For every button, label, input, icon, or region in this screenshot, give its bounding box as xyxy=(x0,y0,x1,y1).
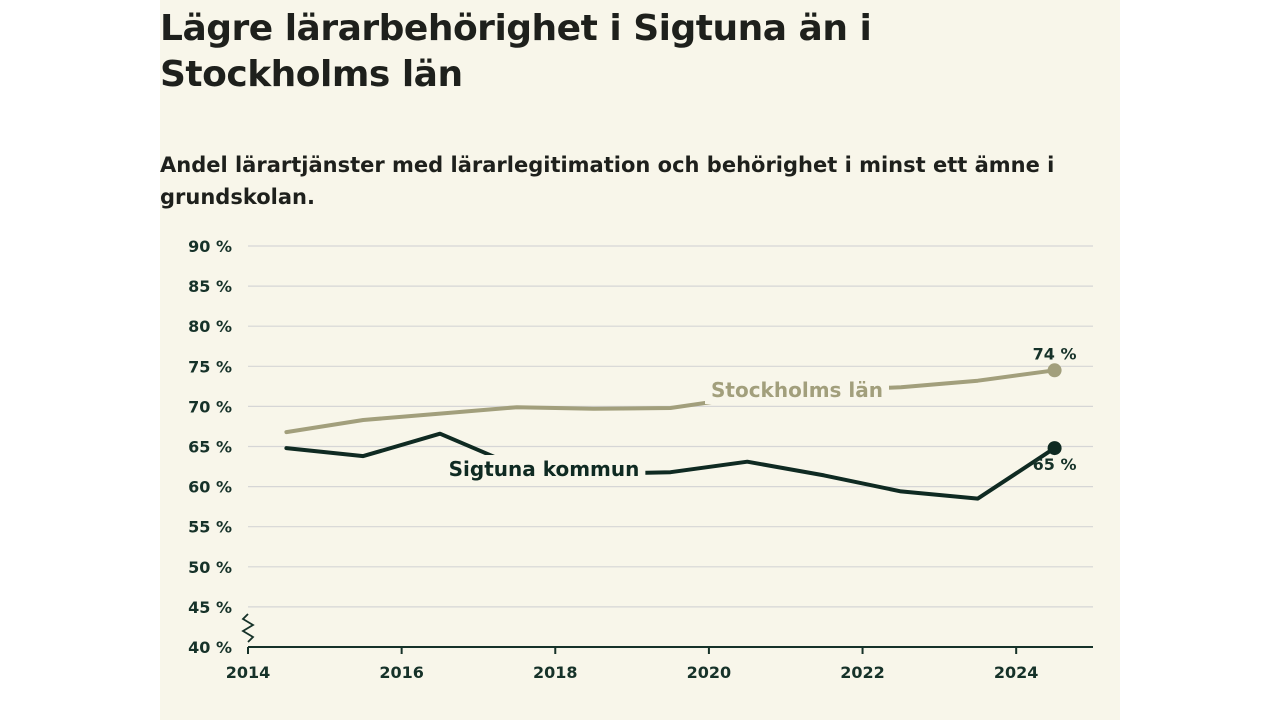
y-tick-label: 85 % xyxy=(188,277,232,296)
series-label-sigtuna-background xyxy=(442,455,646,483)
gridlines xyxy=(248,245,1093,608)
series-line-0 xyxy=(284,368,1057,435)
y-tick-label: 70 % xyxy=(188,397,232,416)
chart-panel xyxy=(160,0,1120,720)
series-line-1 xyxy=(284,431,1057,501)
y-tick-label: 45 % xyxy=(188,598,232,617)
series-label-sigtuna-group: Sigtuna kommun xyxy=(442,455,646,483)
end-label-stockholm: 74 % xyxy=(1033,344,1077,363)
series-label-stockholm-background xyxy=(705,376,889,404)
series-end-point-1 xyxy=(1047,441,1062,456)
series-label-stockholm: Stockholms län xyxy=(711,378,883,402)
y-tick-label: 50 % xyxy=(188,558,232,577)
series-label-sigtuna: Sigtuna kommun xyxy=(449,457,640,481)
series xyxy=(284,363,1062,501)
x-tick-label: 2024 xyxy=(994,663,1039,682)
x-tick-label: 2018 xyxy=(533,663,578,682)
y-tick-label: 80 % xyxy=(188,317,232,336)
axes: 40 % 45 % 50 % 55 % 60 % 65 % 70 % 75 % 80 % 85 %… xyxy=(188,237,1093,682)
series-label-stockholm-group: Stockholms län xyxy=(705,376,889,404)
y-tick-label: 60 % xyxy=(188,478,232,497)
y-tick-label: 75 % xyxy=(188,357,232,376)
x-tick-label: 2016 xyxy=(379,663,424,682)
labels: 74 % 65 % Stockholms län Sigtuna kommun xyxy=(442,344,1077,483)
y-tick-label: 65 % xyxy=(188,438,232,457)
y-tick-label: 90 % xyxy=(188,237,232,256)
x-tick-label: 2022 xyxy=(840,663,885,682)
y-tick-label: 55 % xyxy=(188,518,232,537)
end-label-sigtuna: 65 % xyxy=(1033,455,1077,474)
y-tick-label: 40 % xyxy=(188,638,232,657)
series-end-point-0 xyxy=(1047,363,1062,378)
chart-title: Lägre lärarbehörighet i Sigtuna än i Sto… xyxy=(160,8,872,95)
chart-subtitle: Andel lärartjänster med lärarlegitimatio… xyxy=(160,153,1055,209)
axis-break-symbol xyxy=(241,613,255,643)
x-tick-label: 2014 xyxy=(226,663,271,682)
x-tick-label: 2020 xyxy=(687,663,732,682)
